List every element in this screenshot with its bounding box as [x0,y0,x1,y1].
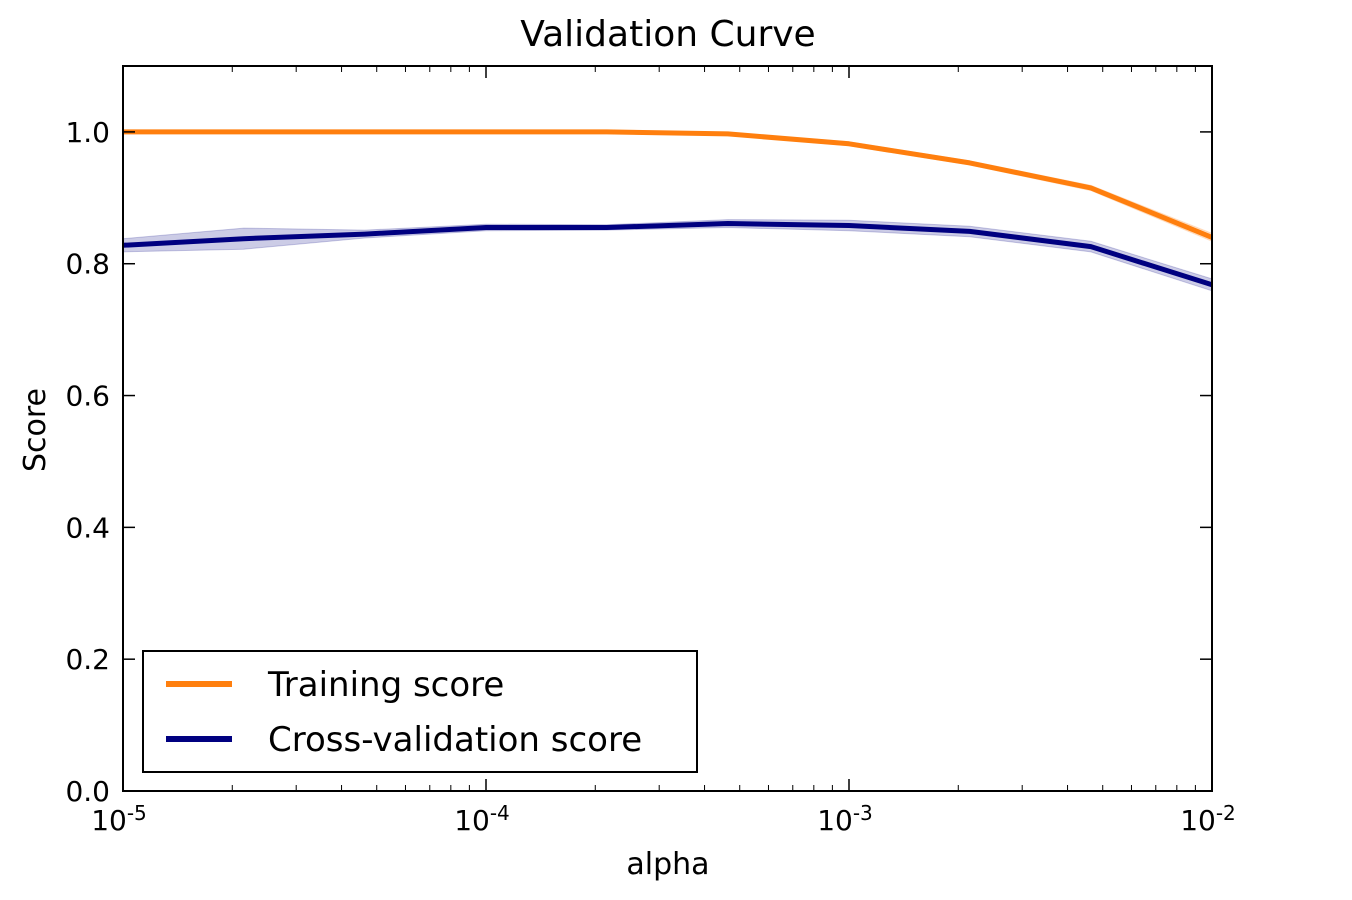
y-axis-label: Score [18,388,53,472]
x-tick-label: 10-4 [454,801,510,837]
y-tick-label: 0.4 [65,511,110,544]
confidence-bands [123,131,1212,290]
y-tick-label: 0.0 [65,775,110,808]
line-training [123,132,1212,238]
y-tick-label: 0.6 [65,380,110,413]
legend-label-cross-validation: Cross-validation score [268,720,642,760]
y-tick-label: 0.2 [65,643,110,676]
legend: Training score Cross-validation score [143,651,697,772]
x-tick-label: 10-3 [817,801,873,837]
legend-label-training: Training score [267,665,504,705]
band-cross-validation [123,220,1212,291]
x-tick-label: 10-2 [1180,801,1236,837]
x-axis-label: alpha [626,847,709,882]
chart-title: Validation Curve [520,14,815,55]
y-tick-label: 0.8 [65,248,110,281]
series-lines [123,132,1212,285]
y-tick-label: 1.0 [65,116,110,149]
y-tick-labels: 0.0 0.2 0.4 0.6 0.8 1.0 [65,116,110,808]
